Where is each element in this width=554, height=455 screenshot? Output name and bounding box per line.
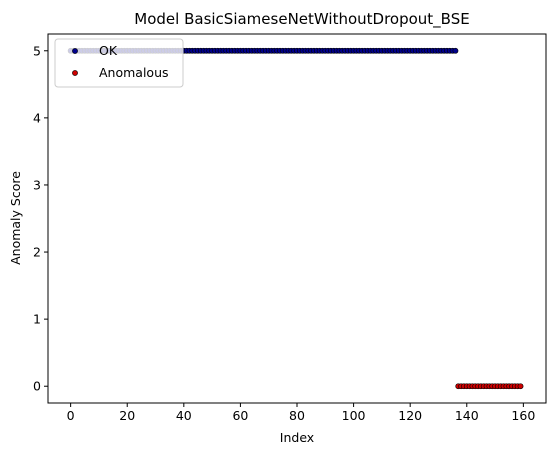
legend-marker-ok xyxy=(72,48,78,54)
y-tick-label: 3 xyxy=(33,177,41,192)
x-tick-label: 20 xyxy=(119,408,135,423)
data-points xyxy=(67,47,524,390)
plot-frame xyxy=(47,33,547,404)
x-axis-ticks: 0 20 40 60 80 100 120 140 160 xyxy=(67,403,535,423)
y-tick-label: 0 xyxy=(33,379,41,394)
y-tick-label: 2 xyxy=(33,245,41,260)
x-tick-label: 40 xyxy=(176,408,192,423)
x-tick-label: 60 xyxy=(232,408,248,423)
y-tick-label: 5 xyxy=(33,43,41,58)
x-tick-label: 120 xyxy=(398,408,422,423)
x-axis-label: Index xyxy=(280,430,314,445)
y-axis-ticks: 0 1 2 3 4 5 xyxy=(33,43,48,394)
legend-label-ok: OK xyxy=(99,43,118,58)
legend: OK Anomalous xyxy=(54,38,184,88)
legend-box xyxy=(54,38,184,88)
chart-title: Model BasicSiameseNetWithoutDropout_BSE xyxy=(134,10,469,29)
x-tick-label: 100 xyxy=(342,408,366,423)
x-tick-label: 0 xyxy=(67,408,75,423)
x-tick-label: 80 xyxy=(289,408,305,423)
legend-label-anomalous: Anomalous xyxy=(99,65,169,80)
y-tick-label: 1 xyxy=(33,312,41,327)
legend-marker-anomalous xyxy=(72,70,78,76)
point-anomalous xyxy=(517,383,524,390)
point-ok xyxy=(452,47,459,54)
y-tick-label: 4 xyxy=(33,110,41,125)
x-tick-label: 140 xyxy=(455,408,479,423)
x-tick-label: 160 xyxy=(511,408,535,423)
y-axis-label: Anomaly Score xyxy=(8,171,23,265)
